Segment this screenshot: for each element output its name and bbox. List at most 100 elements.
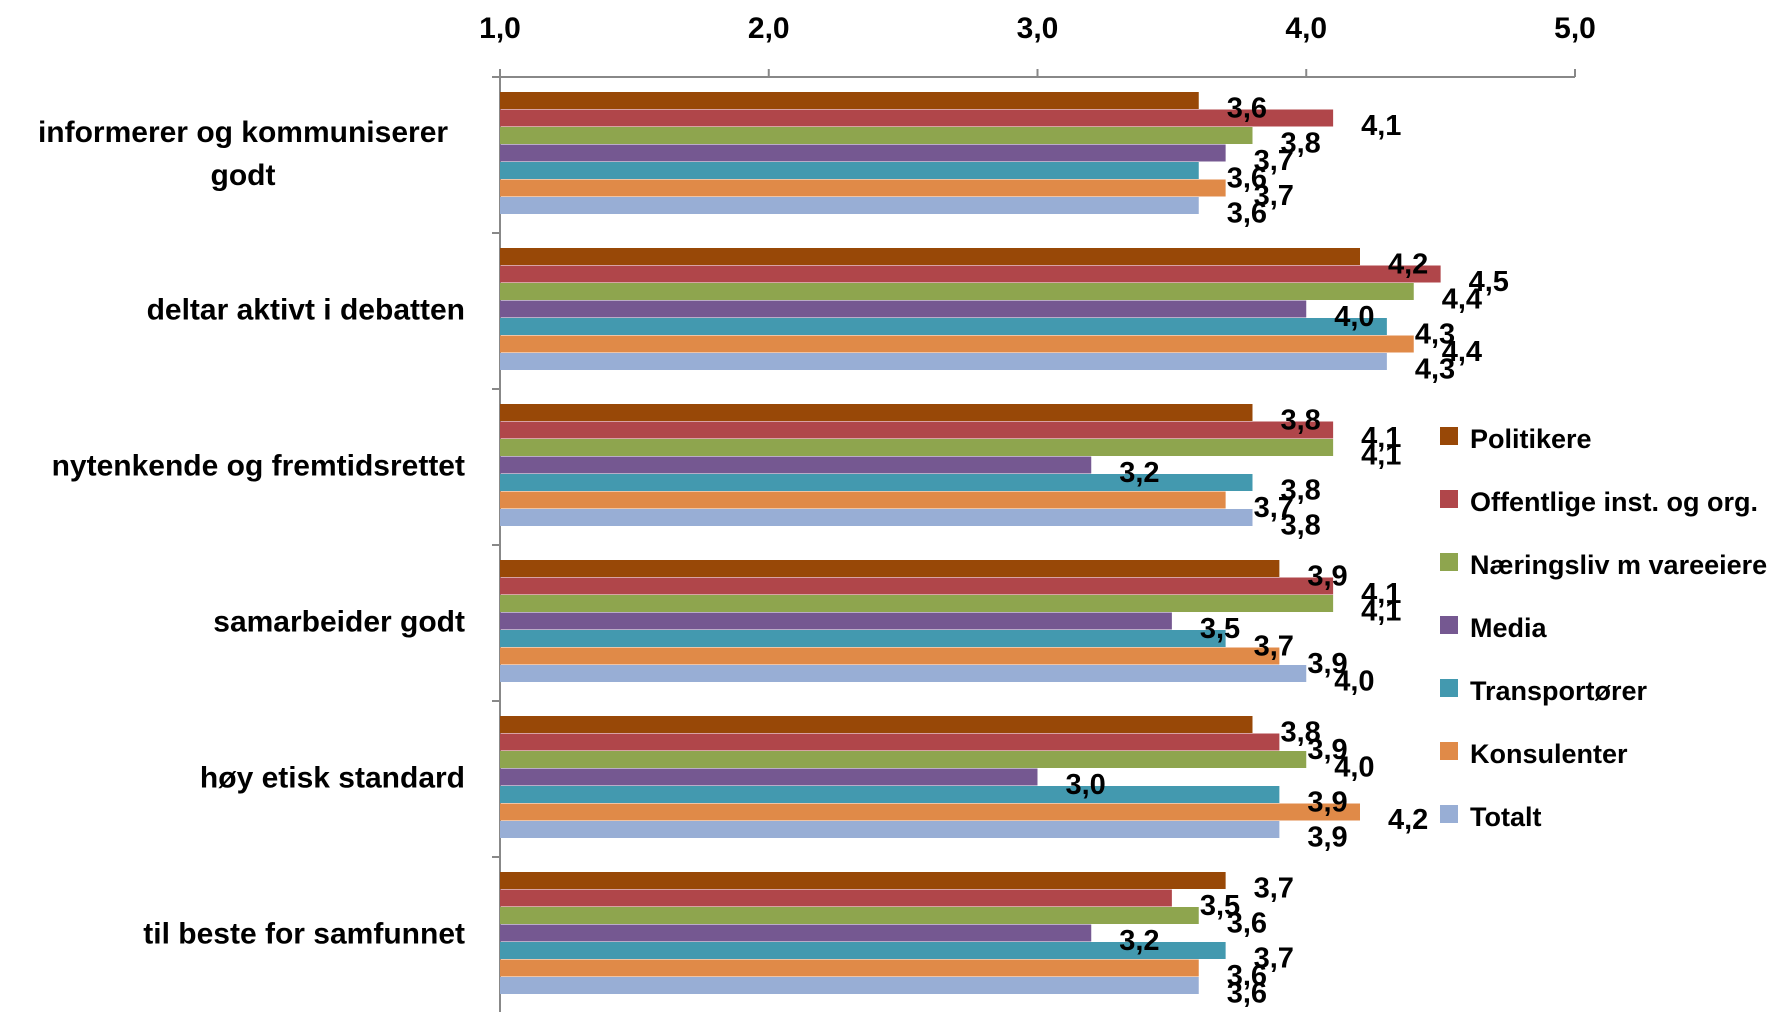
legend-swatch (1440, 616, 1458, 634)
bar (500, 959, 1199, 977)
bar (500, 889, 1172, 907)
legend: Politikere Offentlige inst. og org. Næring… (1440, 424, 1767, 832)
bar (500, 283, 1414, 300)
data-label: 3,2 (1119, 925, 1159, 957)
data-label: 3,9 (1307, 648, 1347, 680)
category-label: høy etisk standard (200, 761, 465, 794)
axis-layer: 1,0 2,0 3,0 4,0 5,0 (479, 12, 1596, 1012)
x-tick-label: 1,0 (479, 12, 521, 45)
bar (500, 491, 1226, 509)
legend-swatch (1440, 427, 1458, 445)
bar (500, 109, 1334, 127)
legend-label: Totalt (1470, 802, 1541, 832)
x-tick-label: 2,0 (748, 12, 790, 45)
data-label: 3,9 (1307, 787, 1347, 819)
data-label: 3,2 (1119, 457, 1159, 489)
data-label: 3,8 (1281, 128, 1321, 160)
bar (500, 733, 1280, 751)
legend-label: Media (1470, 613, 1548, 643)
bar (500, 509, 1253, 526)
bar (500, 977, 1199, 994)
data-label: 3,0 (1066, 769, 1106, 801)
data-label: 3,8 (1281, 717, 1321, 749)
data-label: 3,6 (1227, 908, 1267, 940)
bar (500, 127, 1253, 144)
data-label: 3,7 (1254, 145, 1294, 177)
bar (500, 353, 1387, 370)
bar (500, 595, 1334, 612)
data-label: 4,3 (1415, 319, 1455, 351)
bar (500, 474, 1253, 491)
data-label: 4,1 (1361, 596, 1401, 628)
data-labels-layer: 3,64,13,83,73,63,73,64,24,54,44,04,34,44… (1066, 93, 1509, 1010)
bar (500, 630, 1226, 647)
bar (500, 786, 1280, 803)
data-label: 3,6 (1227, 978, 1267, 1010)
data-label: 3,7 (1254, 492, 1294, 524)
data-label: 3,9 (1307, 561, 1347, 593)
legend-label: Politikere (1470, 424, 1592, 454)
data-label: 4,0 (1334, 301, 1374, 333)
data-label: 3,7 (1254, 943, 1294, 975)
bar (500, 665, 1307, 682)
data-label: 4,0 (1334, 666, 1374, 698)
data-label: 4,1 (1361, 110, 1401, 142)
legend-label: Transportører (1470, 676, 1648, 706)
data-label: 4,2 (1388, 804, 1428, 836)
legend-swatch (1440, 490, 1458, 508)
data-label: 3,6 (1227, 163, 1267, 195)
x-tick-label: 4,0 (1285, 12, 1327, 45)
bar (500, 716, 1253, 733)
legend-label: Konsulenter (1470, 739, 1628, 769)
bar (500, 265, 1441, 283)
data-label: 3,7 (1254, 873, 1294, 905)
data-label: 3,6 (1227, 960, 1267, 992)
bar (500, 942, 1226, 959)
bar (500, 248, 1360, 265)
category-label: nytenkende og fremtidsrettet (52, 449, 465, 482)
data-label: 3,5 (1200, 890, 1240, 922)
data-label: 3,9 (1307, 822, 1347, 854)
bar (500, 612, 1172, 630)
data-label: 3,6 (1227, 198, 1267, 230)
data-label: 3,9 (1307, 734, 1347, 766)
bar (500, 318, 1387, 335)
data-label: 4,1 (1361, 422, 1401, 454)
category-labels-layer: informerer og kommuniserer godt deltar akt… (38, 116, 465, 951)
bar (500, 751, 1307, 768)
category-label: samarbeider godt (213, 605, 465, 638)
legend-swatch (1440, 742, 1458, 760)
bar (500, 335, 1414, 353)
data-label: 3,6 (1227, 93, 1267, 125)
bar (500, 404, 1253, 421)
bar (500, 821, 1280, 838)
x-tick-label: 5,0 (1554, 12, 1596, 45)
bar (500, 162, 1199, 179)
bar (500, 803, 1360, 821)
data-label: 4,5 (1469, 266, 1509, 298)
data-label: 3,7 (1254, 180, 1294, 212)
bars-layer (500, 92, 1441, 994)
data-label: 4,4 (1442, 336, 1482, 368)
data-label: 4,2 (1388, 249, 1428, 281)
category-label: deltar aktivt i debatten (147, 293, 465, 326)
legend-swatch (1440, 805, 1458, 823)
data-label: 3,8 (1281, 475, 1321, 507)
data-label: 4,1 (1361, 578, 1401, 610)
data-label: 3,7 (1254, 631, 1294, 663)
data-label: 4,1 (1361, 440, 1401, 472)
legend-label: Offentlige inst. og org. (1470, 487, 1758, 517)
bar (500, 924, 1092, 942)
data-label: 4,0 (1334, 752, 1374, 784)
bar (500, 300, 1307, 318)
bar (500, 907, 1199, 924)
data-label: 3,5 (1200, 613, 1240, 645)
data-label: 4,4 (1442, 284, 1482, 316)
legend-swatch (1440, 679, 1458, 697)
data-label: 3,8 (1281, 510, 1321, 542)
x-tick-label: 3,0 (1017, 12, 1059, 45)
bar (500, 560, 1280, 577)
bar (500, 179, 1226, 197)
bar (500, 92, 1199, 109)
